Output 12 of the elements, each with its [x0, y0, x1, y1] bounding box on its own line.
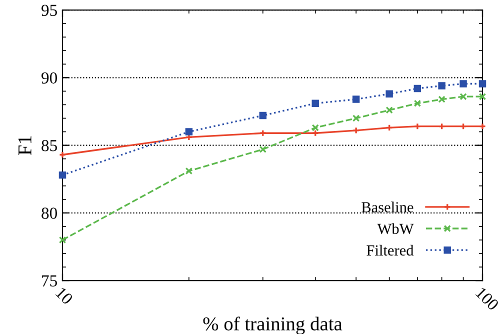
y-tick-label: 90: [42, 72, 58, 84]
legend-label: Filtered: [366, 244, 414, 256]
x-tick-label: 10: [55, 286, 74, 306]
y-tick-label: 95: [42, 4, 57, 16]
x-tick-label: 100: [475, 286, 500, 311]
y-axis-title: F1: [18, 136, 32, 155]
legend-label: Baseline: [362, 202, 414, 212]
legend-label: WbW: [377, 223, 414, 234]
x-axis-title: % of training data: [203, 316, 342, 334]
y-tick-label: 80: [42, 208, 58, 219]
y-tick-label: 75: [42, 275, 57, 287]
y-tick-label: 85: [42, 140, 57, 152]
